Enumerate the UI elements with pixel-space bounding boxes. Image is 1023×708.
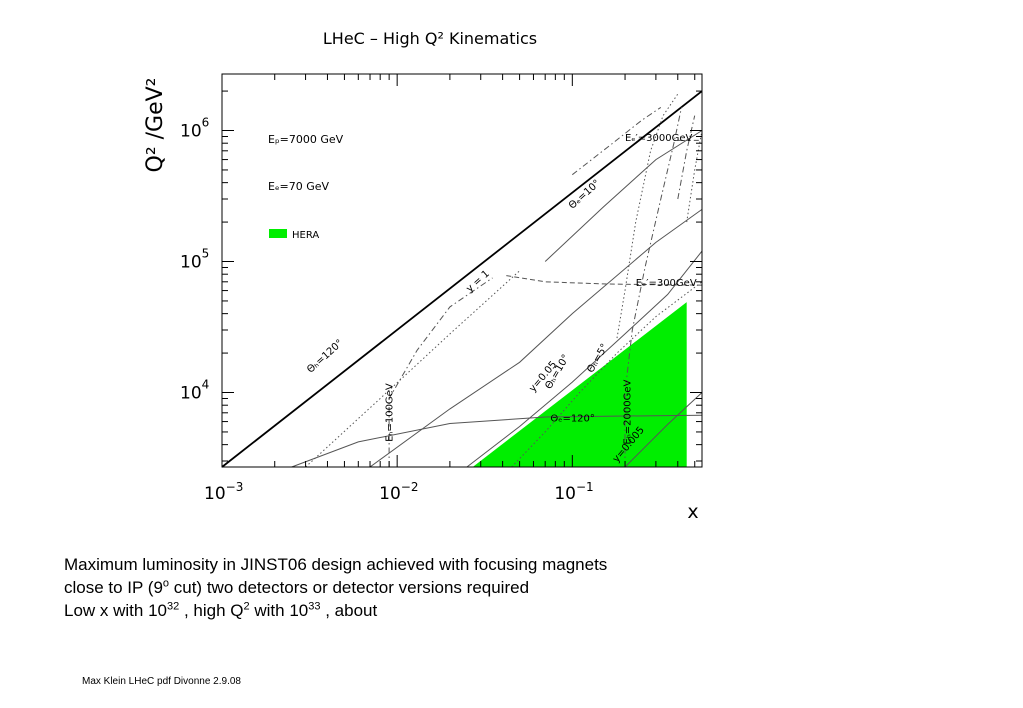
x-tick-label-1: 10−2	[379, 480, 418, 504]
x-axis-ticks: 10−3 10−2 10−1	[204, 74, 696, 504]
caption: Maximum luminosity in JINST06 design ach…	[64, 553, 964, 622]
caption-line-2-sup: o	[162, 577, 170, 590]
series-line-12	[305, 270, 520, 468]
caption-line-3-d: , about	[320, 601, 378, 620]
series-line-8	[388, 277, 493, 467]
series-line-6	[506, 275, 703, 286]
curve-annotation-5: Eₕ=100GeV	[385, 383, 396, 442]
x-tick-exponent-0: −3	[226, 480, 244, 494]
y-axis-label: Q² /GeV²	[143, 78, 168, 173]
caption-line-3-sup-2: 2	[243, 600, 250, 613]
hera-region-group	[472, 302, 687, 467]
caption-line-3-c: with 10	[249, 601, 309, 620]
legend-ee: Eₑ=70 GeV	[268, 180, 330, 193]
x-axis-label: x	[687, 501, 698, 523]
y-tick-label-2: 106	[180, 116, 209, 142]
y-tick-exponent-1: 5	[202, 247, 210, 261]
curve-annotation-3: Eₑ′=300GeV	[636, 278, 697, 289]
x-tick-label-2: 10−1	[554, 480, 593, 504]
series-line-10	[571, 106, 662, 176]
y-tick-exponent-2: 6	[202, 116, 210, 130]
series-line-5	[466, 250, 703, 468]
series-line-11	[677, 115, 696, 200]
series-line-9	[624, 107, 682, 467]
kinematics-chart: LHeC – High Q² Kinematics 10−3 10−2 10−1 1…	[143, 29, 703, 523]
legend-hera-label: HERA	[292, 230, 319, 241]
x-tick-label-0: 10−3	[204, 480, 243, 504]
series-line-4	[624, 392, 703, 468]
series-line-13	[511, 281, 703, 468]
series-line-3	[544, 130, 703, 262]
x-tick-exponent-2: −1	[576, 480, 594, 494]
legend-ep: Eₚ=7000 GeV	[268, 133, 344, 146]
curves-group	[221, 90, 703, 468]
series-line-14	[616, 93, 679, 339]
caption-line-2: close to IP (9o cut) two detectors or de…	[64, 576, 964, 599]
y-tick-exponent-0: 4	[202, 378, 210, 392]
caption-line-2-b: cut) two detectors or detector versions …	[169, 578, 530, 597]
curve-annotation-4: Θₕ=120°	[305, 338, 345, 376]
curve-annotation-10: Eₕ=2000GeV	[623, 380, 634, 445]
curve-annotation-2: y = 1	[464, 268, 491, 294]
footer: Max Klein LHeC pdf Divonne 2.9.08	[82, 676, 241, 687]
caption-line-3: Low x with 1032 , high Q2 with 1033 , ab…	[64, 599, 964, 622]
y-tick-label-0: 104	[180, 378, 209, 404]
series-line-15	[686, 130, 703, 223]
caption-line-3-a: Low x with 10	[64, 601, 167, 620]
caption-line-3-sup-1: 32	[167, 600, 180, 613]
curve-annotation-9: Θₑ=120°	[550, 414, 595, 425]
caption-line-1: Maximum luminosity in JINST06 design ach…	[64, 555, 608, 574]
curve-annotation-0: Eₑ′=3000GeV	[625, 133, 692, 144]
chart-title: LHeC – High Q² Kinematics	[323, 29, 537, 48]
legend-hera-swatch	[269, 229, 287, 238]
hera-region	[472, 302, 687, 467]
series-line-1	[291, 414, 703, 468]
x-tick-exponent-1: −2	[401, 480, 419, 494]
y-axis-ticks: 104 105 106	[180, 90, 702, 462]
plot-frame	[221, 73, 703, 468]
caption-line-2-a: close to IP (9	[64, 578, 163, 597]
y-tick-label-1: 105	[180, 247, 209, 273]
series-line-0	[221, 90, 703, 468]
series-line-2	[369, 208, 703, 468]
caption-line-3-sup-3: 33	[308, 600, 321, 613]
legend: Eₚ=7000 GeV Eₑ=70 GeV HERA	[268, 133, 344, 241]
caption-line-3-b: , high Q	[179, 601, 244, 620]
